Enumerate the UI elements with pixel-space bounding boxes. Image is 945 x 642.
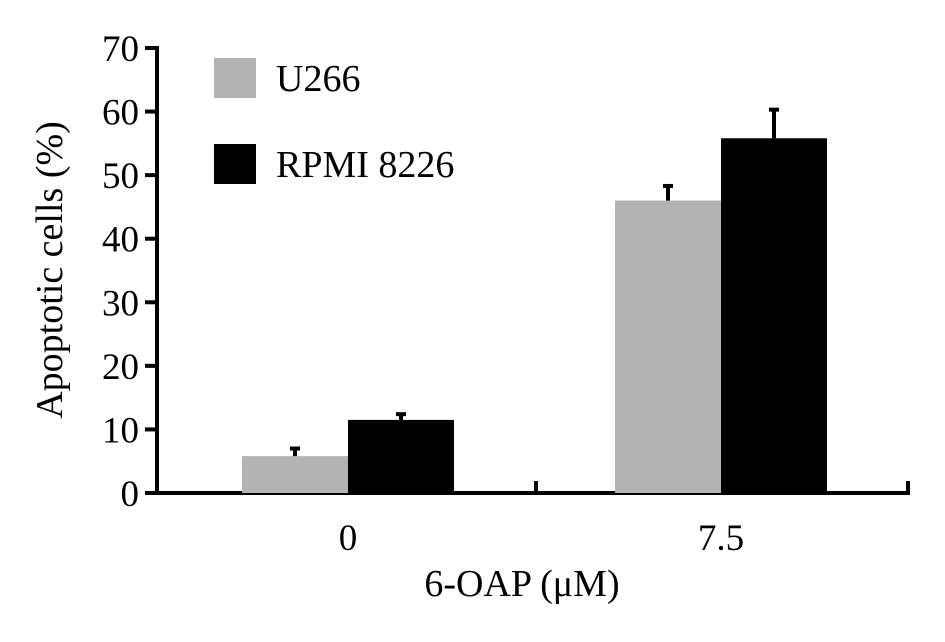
bar-0-1: [615, 200, 721, 494]
y-tick-label-40: 40: [102, 220, 139, 261]
bar-1-0: [348, 419, 454, 493]
y-tick-label-60: 60: [102, 93, 139, 134]
error-bars: [290, 107, 779, 457]
y-axis-ticks: 0 10 20 30 40 50 60 70: [102, 29, 157, 515]
x-axis-title: 6-OAP (μM): [424, 563, 619, 605]
y-tick-label-30: 30: [102, 283, 139, 324]
x-axis-ticks: 0 7.5: [339, 518, 744, 559]
y-tick-label-0: 0: [121, 474, 140, 515]
y-tick-label-20: 20: [102, 347, 139, 388]
bar-1-1: [721, 138, 827, 493]
legend-label-0: U266: [276, 58, 360, 100]
y-tick-label-10: 10: [102, 410, 139, 451]
legend: U266 RPMI 8226: [214, 58, 454, 186]
bars: [242, 138, 827, 494]
legend-swatch-0: [214, 58, 256, 98]
y-tick-label-50: 50: [102, 156, 139, 197]
x-tick-label-0: 0: [339, 518, 358, 559]
y-tick-label-70: 70: [102, 29, 139, 70]
y-axis-title: Apoptotic cells (%): [29, 121, 71, 419]
legend-swatch-1: [214, 144, 256, 184]
x-tick-label-1: 7.5: [698, 518, 744, 559]
legend-label-1: RPMI 8226: [276, 144, 454, 186]
bar-0-0: [242, 456, 348, 493]
